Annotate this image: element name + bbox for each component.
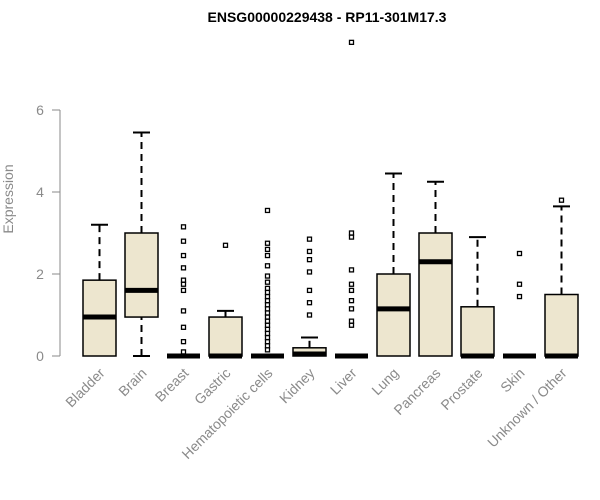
- box-group: [418, 180, 453, 357]
- box-iqr: [418, 232, 453, 357]
- outlier-point: [348, 230, 355, 236]
- outlier-point: [180, 238, 187, 244]
- box-iqr: [208, 316, 243, 357]
- outlier-point: [180, 349, 187, 355]
- outlier-point: [348, 306, 355, 312]
- outlier-point: [264, 293, 271, 300]
- x-tick-label: Skin: [497, 365, 528, 396]
- outlier-point: [348, 267, 355, 273]
- outlier-point: [264, 334, 271, 341]
- outlier-point: [264, 310, 271, 316]
- chart-title: ENSG00000229438 - RP11-301M17.3: [208, 9, 447, 25]
- outlier-point: [222, 242, 229, 248]
- box-group: [251, 207, 284, 359]
- outlier-point: [180, 338, 187, 345]
- y-axis: 0 2 4 6: [36, 102, 61, 364]
- x-tick-label: Lung: [368, 365, 401, 398]
- outlier-point: [180, 224, 187, 230]
- y-tick-label: 0: [36, 348, 44, 364]
- y-axis-label: Expression: [0, 164, 16, 233]
- outlier-point: [306, 300, 313, 306]
- x-tick-label: Bladder: [62, 365, 108, 411]
- boxes-layer: [82, 39, 579, 359]
- box-iqr: [124, 232, 159, 318]
- outlier-point: [264, 252, 271, 259]
- outlier-point: [306, 236, 313, 242]
- box-group: [460, 236, 495, 359]
- outlier-point: [180, 308, 187, 314]
- outlier-point: [180, 265, 187, 271]
- outlier-point: [306, 312, 313, 318]
- outlier-point: [306, 256, 313, 263]
- x-tick-label: Unknown / Other: [484, 365, 570, 451]
- y-tick-label: 4: [36, 184, 44, 200]
- outlier-point: [264, 279, 271, 285]
- outlier-point: [264, 330, 271, 337]
- outlier-point: [264, 273, 271, 279]
- outlier-point: [264, 314, 271, 320]
- y-tick-label: 6: [36, 102, 44, 118]
- outlier-point: [348, 39, 355, 45]
- outlier-point: [264, 297, 271, 304]
- box-iqr: [460, 306, 495, 357]
- outlier-point: [264, 318, 271, 324]
- box-iqr: [376, 273, 411, 357]
- box-group: [82, 223, 117, 357]
- outlier-point: [180, 277, 187, 283]
- outlier-point: [348, 297, 355, 304]
- outlier-point: [264, 302, 271, 308]
- box-group: [503, 250, 536, 359]
- outlier-point: [264, 240, 271, 246]
- outlier-point: [264, 285, 271, 292]
- outlier-point: [264, 326, 271, 333]
- box-group: [335, 39, 368, 359]
- outlier-point: [264, 347, 271, 353]
- outlier-point: [348, 322, 355, 328]
- outlier-point: [348, 234, 355, 240]
- outlier-point: [516, 293, 523, 300]
- box-group: [167, 224, 200, 359]
- outlier-point: [348, 287, 355, 294]
- outlier-point: [180, 252, 187, 259]
- x-tick-label: Kidney: [276, 365, 318, 407]
- box-iqr: [544, 293, 579, 357]
- box-group: [544, 197, 579, 359]
- outlier-point: [264, 322, 271, 328]
- box-group: [292, 236, 327, 357]
- x-tick-label: Liver: [327, 365, 360, 398]
- outlier-point: [306, 269, 313, 275]
- y-tick-label: 2: [36, 266, 44, 282]
- outlier-point: [558, 197, 565, 203]
- outlier-point: [516, 281, 523, 287]
- outlier-point: [264, 289, 271, 296]
- x-tick-label: Brain: [115, 365, 149, 399]
- outlier-point: [516, 250, 523, 257]
- outlier-point: [348, 318, 355, 324]
- box-group: [376, 172, 411, 357]
- outlier-point: [306, 248, 313, 255]
- box-group: [124, 131, 159, 357]
- outlier-point: [180, 281, 187, 287]
- box-group: [208, 242, 243, 359]
- outlier-point: [264, 207, 271, 214]
- outlier-point: [306, 287, 313, 294]
- outlier-point: [180, 287, 187, 294]
- outlier-point: [264, 343, 271, 349]
- x-tick-label: Pancreas: [390, 365, 443, 418]
- x-tick-label: Breast: [152, 365, 192, 405]
- x-tick-label: Prostate: [437, 365, 485, 413]
- outlier-point: [180, 324, 187, 330]
- outlier-point: [264, 338, 271, 345]
- outlier-point: [264, 246, 271, 253]
- outlier-point: [348, 281, 355, 287]
- outlier-point: [264, 306, 271, 312]
- outlier-point: [264, 263, 271, 269]
